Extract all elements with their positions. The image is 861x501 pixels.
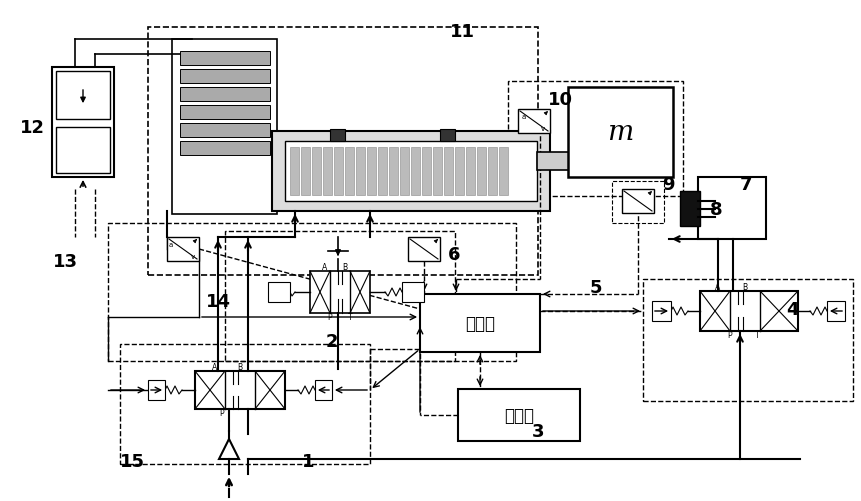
- Bar: [172, 40, 276, 214]
- Text: 控制器: 控制器: [464, 314, 494, 332]
- Bar: [312, 148, 320, 195]
- Bar: [401, 283, 424, 303]
- Bar: [466, 148, 474, 195]
- Bar: [699, 292, 797, 331]
- Bar: [367, 148, 375, 195]
- Bar: [310, 272, 369, 313]
- Bar: [225, 231, 455, 361]
- Bar: [407, 237, 439, 262]
- Bar: [419, 295, 539, 352]
- Text: 13: 13: [53, 253, 77, 271]
- Bar: [388, 148, 398, 195]
- Text: v: v: [540, 126, 544, 132]
- Bar: [108, 223, 516, 361]
- Bar: [314, 380, 331, 400]
- Bar: [422, 148, 430, 195]
- Bar: [180, 70, 269, 84]
- Bar: [148, 380, 164, 400]
- Bar: [455, 148, 463, 195]
- Text: 15: 15: [120, 452, 145, 470]
- Text: 8: 8: [709, 200, 722, 218]
- Text: B: B: [741, 283, 746, 292]
- Bar: [611, 182, 663, 223]
- Bar: [507, 82, 682, 196]
- Bar: [120, 344, 369, 464]
- Text: 10: 10: [547, 91, 572, 109]
- Bar: [356, 148, 364, 195]
- Text: 14: 14: [205, 293, 230, 311]
- Text: 4: 4: [785, 301, 797, 318]
- Text: a: a: [169, 241, 173, 247]
- Text: P: P: [727, 331, 732, 340]
- Bar: [289, 148, 299, 195]
- Text: T: T: [245, 409, 250, 418]
- Bar: [180, 88, 269, 102]
- Text: 处理器: 处理器: [504, 406, 533, 424]
- Text: P: P: [327, 313, 332, 322]
- Text: B: B: [237, 363, 242, 372]
- Bar: [457, 389, 579, 441]
- Bar: [378, 148, 387, 195]
- Text: 3: 3: [531, 422, 543, 440]
- Text: B: B: [342, 263, 347, 272]
- Text: v: v: [190, 254, 195, 260]
- Bar: [268, 283, 289, 303]
- Bar: [651, 302, 670, 321]
- Bar: [679, 191, 699, 226]
- Bar: [487, 148, 497, 195]
- Text: A: A: [212, 363, 217, 372]
- Bar: [826, 302, 844, 321]
- Bar: [180, 52, 269, 66]
- Text: T: T: [347, 313, 352, 322]
- Bar: [476, 148, 486, 195]
- Bar: [344, 148, 354, 195]
- Text: 1: 1: [301, 452, 314, 470]
- Bar: [330, 130, 344, 142]
- Text: T: T: [754, 331, 759, 340]
- Bar: [411, 148, 419, 195]
- Bar: [567, 88, 672, 178]
- Bar: [167, 237, 199, 262]
- Bar: [180, 142, 269, 156]
- Bar: [432, 148, 442, 195]
- Bar: [400, 148, 408, 195]
- Bar: [536, 153, 631, 171]
- Bar: [323, 148, 331, 195]
- Bar: [439, 130, 455, 142]
- Text: 6: 6: [447, 245, 460, 264]
- Text: a: a: [522, 114, 525, 120]
- Text: A: A: [715, 283, 720, 292]
- Text: 11: 11: [449, 23, 474, 41]
- Bar: [180, 124, 269, 138]
- Bar: [626, 156, 638, 168]
- Bar: [56, 72, 110, 120]
- Text: A: A: [322, 263, 327, 272]
- Text: 7: 7: [739, 176, 752, 193]
- Bar: [499, 148, 507, 195]
- Bar: [333, 148, 343, 195]
- Text: 5: 5: [589, 279, 602, 297]
- Bar: [517, 110, 549, 134]
- Bar: [622, 189, 653, 213]
- Text: m: m: [606, 119, 633, 146]
- Bar: [285, 142, 536, 201]
- Bar: [52, 68, 114, 178]
- Text: 9: 9: [661, 176, 673, 193]
- Bar: [148, 28, 537, 276]
- Bar: [642, 280, 852, 401]
- Bar: [697, 178, 765, 239]
- Text: P: P: [220, 409, 224, 418]
- Text: 2: 2: [325, 332, 338, 350]
- Bar: [300, 148, 310, 195]
- Bar: [195, 371, 285, 409]
- Bar: [443, 148, 453, 195]
- Bar: [272, 132, 549, 211]
- Text: 12: 12: [20, 119, 45, 137]
- Bar: [180, 106, 269, 120]
- Polygon shape: [219, 439, 238, 459]
- Bar: [56, 128, 110, 174]
